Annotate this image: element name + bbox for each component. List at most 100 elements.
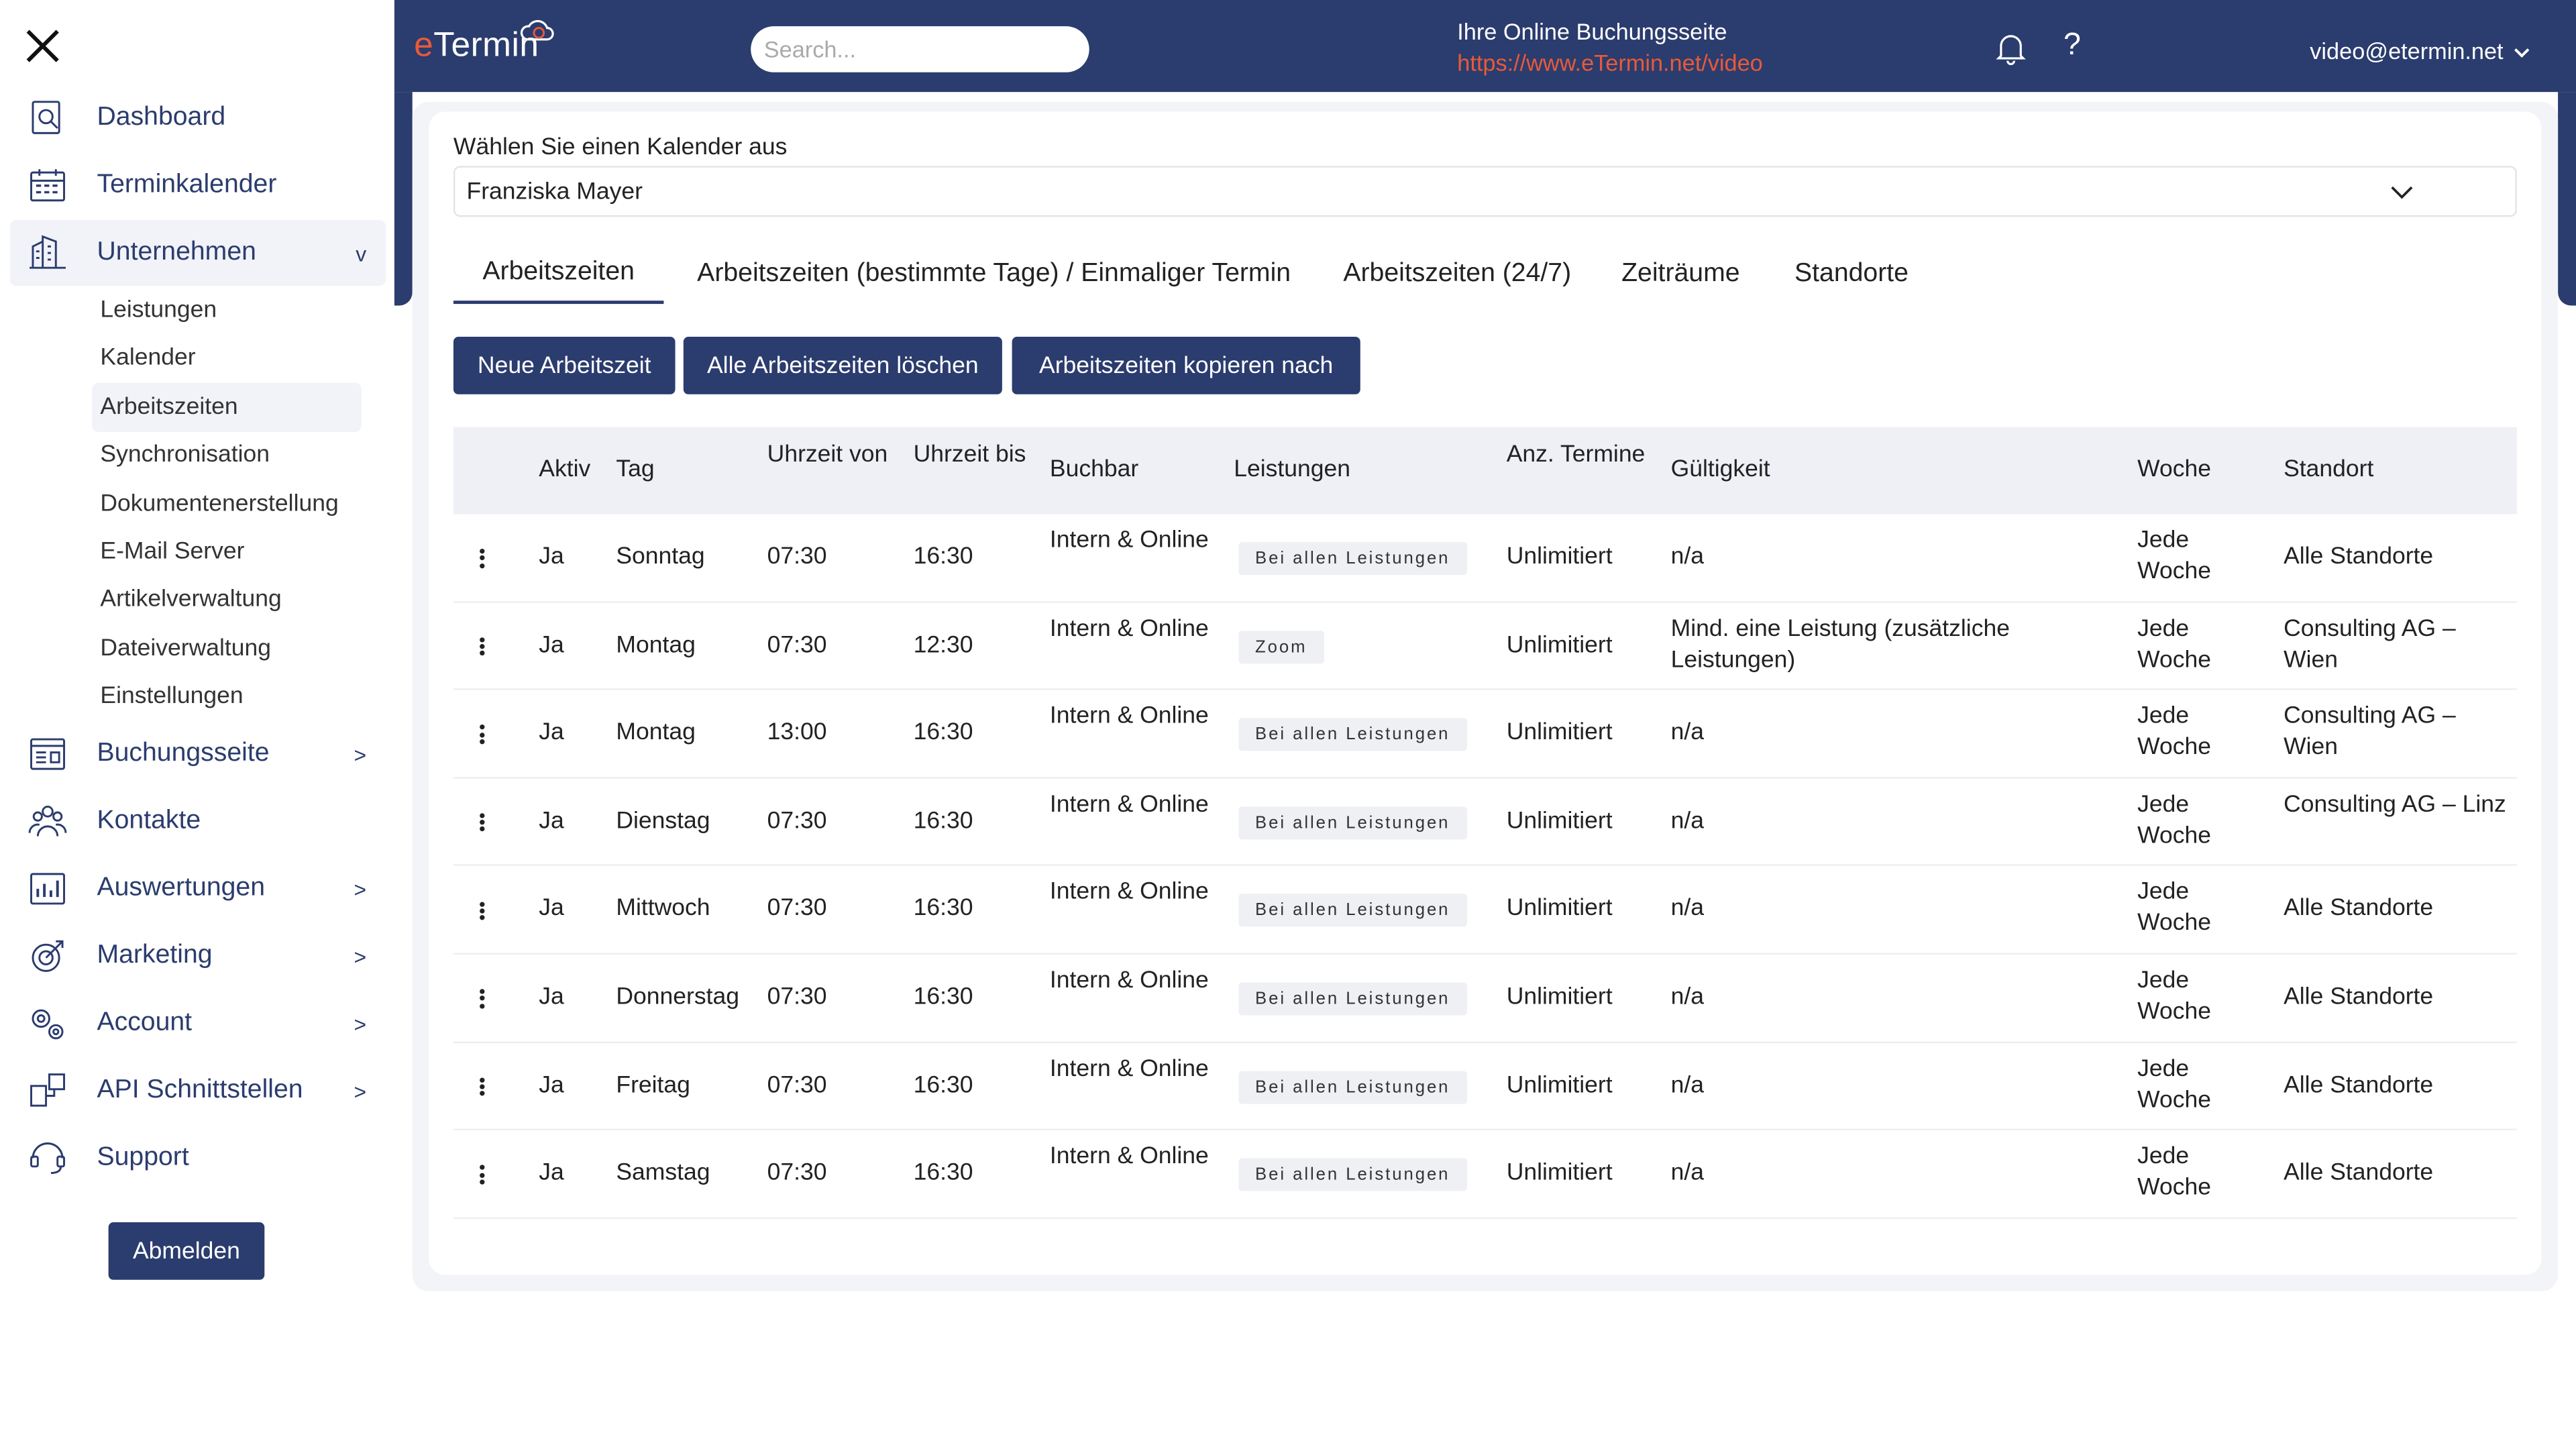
search-input[interactable] bbox=[751, 26, 1089, 72]
logo-cloud-icon bbox=[520, 19, 554, 41]
cell-gueltigkeit: Mind. eine Leistung (zusätzliche Leistun… bbox=[1670, 615, 2010, 674]
calendar-select[interactable]: Franziska Mayer bbox=[453, 166, 2517, 217]
cell-bis: 16:30 bbox=[913, 1160, 973, 1187]
row-menu-icon[interactable] bbox=[476, 811, 486, 834]
cell-buchbar: Intern & Online bbox=[1049, 967, 1209, 994]
sidebar-subitem-e-mail-server[interactable]: E-Mail Server bbox=[100, 539, 245, 566]
cell-tag: Samstag bbox=[616, 1160, 710, 1187]
sidebar-item-auswertungen[interactable]: Auswertungen > bbox=[10, 856, 386, 922]
calendar-select-label: Wählen Sie einen Kalender aus bbox=[453, 134, 788, 162]
service-tag: Bei allen Leistungen bbox=[1238, 718, 1466, 751]
delete-all-working-times-button[interactable]: Alle Arbeitszeiten löschen bbox=[683, 337, 1002, 394]
close-icon[interactable] bbox=[23, 26, 62, 66]
column-header[interactable]: Gültigkeit bbox=[1670, 456, 1770, 484]
column-header[interactable]: Standort bbox=[2284, 456, 2374, 484]
cell-standort: Consulting AG – Wien bbox=[2284, 703, 2456, 761]
cell-woche: Jede Woche bbox=[2137, 703, 2212, 761]
tab-3[interactable]: Zeiträume bbox=[1621, 258, 1740, 287]
cell-anz: Unlimitiert bbox=[1506, 1160, 1613, 1187]
cell-woche: Jede Woche bbox=[2137, 791, 2212, 849]
column-header[interactable]: Buchbar bbox=[1049, 456, 1139, 484]
cell-von: 07:30 bbox=[767, 543, 827, 570]
cell-bis: 16:30 bbox=[913, 720, 973, 747]
sidebar-subitem-einstellungen[interactable]: Einstellungen bbox=[100, 684, 244, 710]
row-menu-icon[interactable] bbox=[476, 1163, 486, 1186]
sidebar-subitem-synchronisation[interactable]: Synchronisation bbox=[100, 442, 270, 469]
new-working-time-button[interactable]: Neue Arbeitszeit bbox=[453, 337, 676, 394]
cell-tag: Mittwoch bbox=[616, 896, 710, 922]
sidebar-item-label: Dashboard bbox=[97, 103, 226, 131]
table-row: Ja Montag 13:00 16:30 Intern & Online Bei all… bbox=[453, 690, 2517, 779]
sidebar-item-buchungsseite[interactable]: Buchungsseite > bbox=[10, 721, 386, 787]
row-menu-icon[interactable] bbox=[476, 1075, 486, 1098]
row-menu-icon[interactable] bbox=[476, 987, 486, 1010]
cell-woche: Jede Woche bbox=[2137, 879, 2212, 937]
sidebar-item-terminkalender[interactable]: Terminkalender bbox=[10, 153, 386, 219]
tab-0[interactable]: Arbeitszeiten bbox=[453, 243, 664, 305]
row-menu-icon[interactable] bbox=[476, 723, 486, 746]
chevron-right-icon: > bbox=[354, 741, 367, 767]
tab-4[interactable]: Standorte bbox=[1794, 258, 1909, 287]
booking-page-link[interactable]: https://www.eTermin.net/video bbox=[1457, 49, 1763, 76]
sidebar-item-dashboard[interactable]: Dashboard bbox=[10, 85, 386, 151]
cell-anz: Unlimitiert bbox=[1506, 983, 1613, 1011]
sidebar-item-api-schnittstellen[interactable]: API Schnittstellen > bbox=[10, 1058, 386, 1124]
sidebar-subitem-dateiverwaltung[interactable]: Dateiverwaltung bbox=[100, 635, 272, 662]
bell-icon[interactable] bbox=[1993, 30, 2029, 66]
service-tag: Bei allen Leistungen bbox=[1238, 1159, 1466, 1191]
cell-standort: Alle Standorte bbox=[2284, 983, 2434, 1011]
sidebar-item-kontakte[interactable]: Kontakte bbox=[10, 789, 386, 855]
cell-gueltigkeit: n/a bbox=[1670, 896, 1705, 922]
cell-woche: Jede Woche bbox=[2137, 615, 2212, 674]
tab-1[interactable]: Arbeitszeiten (bestimmte Tage) / Einmali… bbox=[697, 258, 1291, 287]
sidebar-item-unternehmen[interactable]: Unternehmen v bbox=[9, 220, 386, 286]
row-menu-icon[interactable] bbox=[476, 635, 486, 658]
column-header[interactable]: Tag bbox=[616, 456, 655, 484]
cell-buchbar: Intern & Online bbox=[1049, 791, 1209, 818]
row-menu-icon[interactable] bbox=[476, 900, 486, 922]
tab-2[interactable]: Arbeitszeiten (24/7) bbox=[1343, 258, 1572, 287]
sidebar-item-label: API Schnittstellen bbox=[97, 1076, 303, 1104]
sidebar-item-account[interactable]: Account > bbox=[10, 991, 386, 1057]
cell-aktiv: Ja bbox=[539, 631, 564, 659]
service-tag: Bei allen Leistungen bbox=[1238, 1070, 1466, 1104]
sidebar-item-label: Auswertungen bbox=[97, 873, 266, 902]
cell-bis: 12:30 bbox=[913, 631, 973, 659]
api-icon bbox=[26, 1069, 69, 1112]
sidebar-item-label: Unternehmen bbox=[97, 238, 256, 266]
cell-von: 13:00 bbox=[767, 720, 827, 747]
sidebar-subitem-leistungen[interactable]: Leistungen bbox=[100, 297, 217, 324]
cell-buchbar: Intern & Online bbox=[1049, 527, 1209, 554]
cell-von: 07:30 bbox=[767, 983, 827, 1011]
cell-von: 07:30 bbox=[767, 808, 827, 835]
column-header[interactable]: Woche bbox=[2137, 456, 2212, 484]
row-menu-icon[interactable] bbox=[476, 547, 486, 570]
service-tag: Bei allen Leistungen bbox=[1238, 894, 1466, 928]
column-header[interactable]: Aktiv bbox=[539, 456, 591, 484]
top-bar bbox=[394, 0, 2576, 93]
cell-woche: Jede Woche bbox=[2137, 1055, 2212, 1114]
sidebar-subitem-arbeitszeiten[interactable]: Arbeitszeiten bbox=[92, 382, 362, 432]
sidebar-item-label: Account bbox=[97, 1008, 193, 1037]
cell-aktiv: Ja bbox=[539, 808, 564, 835]
column-header[interactable]: Uhrzeit bis bbox=[913, 441, 1026, 468]
cell-standort: Alle Standorte bbox=[2284, 896, 2434, 922]
logout-button[interactable]: Abmelden bbox=[108, 1222, 265, 1280]
column-header[interactable]: Uhrzeit von bbox=[767, 441, 888, 468]
cell-anz: Unlimitiert bbox=[1506, 896, 1613, 922]
column-header[interactable]: Leistungen bbox=[1234, 456, 1350, 484]
copy-working-times-button[interactable]: Arbeitszeiten kopieren nach bbox=[1012, 337, 1360, 394]
help-icon[interactable]: ? bbox=[2063, 28, 2081, 63]
sidebar-item-support[interactable]: Support bbox=[10, 1126, 386, 1191]
table-row: Ja Freitag 07:30 16:30 Intern & Online Bei al… bbox=[453, 1042, 2517, 1131]
sidebar-item-marketing[interactable]: Marketing > bbox=[10, 923, 386, 989]
chevron-right-icon: > bbox=[354, 1011, 367, 1036]
sidebar-subitem-dokumentenerstellung[interactable]: Dokumentenerstellung bbox=[100, 490, 339, 517]
sidebar-subitem-artikelverwaltung[interactable]: Artikelverwaltung bbox=[100, 587, 282, 614]
column-header[interactable]: Anz. Termine bbox=[1506, 441, 1646, 468]
sidebar-subitem-kalender[interactable]: Kalender bbox=[100, 345, 196, 372]
cell-aktiv: Ja bbox=[539, 1072, 564, 1099]
table-row: Ja Samstag 07:30 16:30 Intern & Online Bei al… bbox=[453, 1130, 2517, 1219]
user-menu[interactable]: video@etermin.net bbox=[2310, 38, 2529, 64]
table-row: Ja Dienstag 07:30 16:30 Intern & Online Bei a… bbox=[453, 778, 2517, 867]
